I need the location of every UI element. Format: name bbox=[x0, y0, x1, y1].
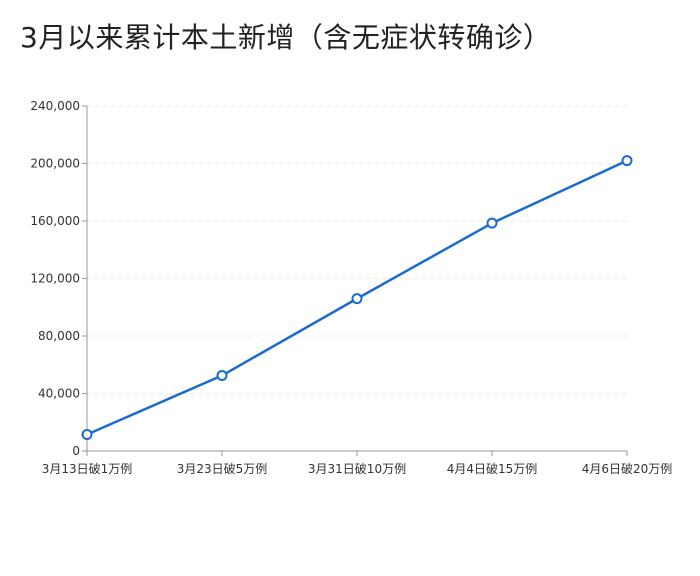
x-tick-label: 3月13日破1万例 bbox=[42, 461, 133, 476]
y-tick-label: 120,000 bbox=[30, 272, 80, 286]
x-tick-label: 3月23日破5万例 bbox=[177, 461, 268, 476]
x-tick-label: 4月6日破20万例 bbox=[582, 461, 673, 476]
y-tick-label: 160,000 bbox=[30, 214, 80, 228]
y-tick-label: 40,000 bbox=[38, 387, 80, 401]
x-tick-label: 3月31日破10万例 bbox=[308, 461, 406, 476]
data-point[interactable] bbox=[486, 217, 498, 229]
data-point[interactable] bbox=[351, 293, 363, 305]
x-tick-label: 4月4日破15万例 bbox=[447, 461, 538, 476]
data-point[interactable] bbox=[621, 155, 633, 167]
series-layer bbox=[81, 155, 633, 440]
data-point[interactable] bbox=[81, 428, 93, 440]
y-tick-label: 200,000 bbox=[30, 157, 80, 171]
y-axis-ticks: 0 40,000 80,000 120,000 160,000 200,000 240,00… bbox=[30, 99, 87, 458]
y-tick-label: 80,000 bbox=[38, 329, 80, 343]
x-axis-ticks: 3月13日破1万例 3月23日破5万例 3月31日破10万例 4月4日破15万例 4月6… bbox=[42, 451, 673, 476]
y-tick-label: 240,000 bbox=[30, 99, 80, 113]
gridlines bbox=[87, 105, 627, 394]
y-tick-label: 0 bbox=[72, 444, 80, 458]
chart-title: 3月以来累计本土新增（含无症状转确诊） bbox=[20, 21, 552, 54]
data-point[interactable] bbox=[216, 370, 228, 382]
